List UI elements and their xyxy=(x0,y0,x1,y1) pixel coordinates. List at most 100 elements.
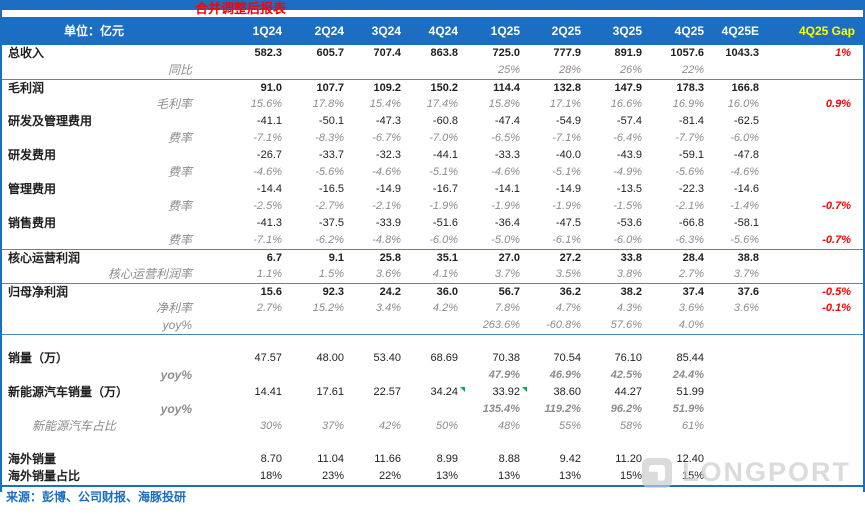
cell: 26% xyxy=(619,64,642,76)
cell xyxy=(290,62,352,79)
longport-logo-icon xyxy=(642,457,672,488)
cell: 135.4% xyxy=(482,403,520,415)
cell: 46.9% xyxy=(549,369,581,381)
cell: -1.4% xyxy=(730,200,759,212)
cell: -33.3 xyxy=(494,149,520,161)
cell: -37.5 xyxy=(318,217,344,229)
cell: 8.99 xyxy=(436,453,458,465)
cell: 35.1 xyxy=(436,252,458,264)
table-row: 毛利润 91.0 107.7 109.2 150.2 114.4 132.8 147.9 178… xyxy=(0,79,865,96)
gap-cell: -0.5% xyxy=(822,286,851,298)
table-row: 海外销量 8.70 11.04 11.66 8.99 8.88 9.42 11.20 12.40 xyxy=(0,451,865,468)
cell: 1.5% xyxy=(318,268,344,280)
row-label: 总收入 xyxy=(8,46,45,60)
cell: -60.8% xyxy=(546,319,581,331)
cell: 70.54 xyxy=(553,352,581,364)
cell: 22% xyxy=(681,64,704,76)
cell: 2.7% xyxy=(678,268,704,280)
cell: 17.8% xyxy=(312,98,344,110)
section-spacer xyxy=(0,334,865,350)
cell: -57.4 xyxy=(616,115,642,127)
cell: 891.9 xyxy=(614,47,642,59)
cell: 4.7% xyxy=(555,302,581,314)
cell: 582.3 xyxy=(254,47,282,59)
cell: -33.7 xyxy=(318,149,344,161)
cell: -6.4% xyxy=(613,132,642,144)
table-border-right xyxy=(863,0,865,492)
cell: 17.4% xyxy=(426,98,458,110)
cell: -5.0% xyxy=(491,234,520,246)
cell: 15.4% xyxy=(369,98,401,110)
row-label: 核心运营利润率 xyxy=(107,267,192,281)
cell: 28.4 xyxy=(682,252,704,264)
cell: -7.0% xyxy=(429,132,458,144)
cell: -4.6% xyxy=(372,166,401,178)
cell: 3.8% xyxy=(616,268,642,280)
cell: 16.6% xyxy=(610,98,642,110)
cell xyxy=(712,62,767,79)
cell: -7.1% xyxy=(253,234,282,246)
cell: -44.1 xyxy=(432,149,458,161)
cell xyxy=(232,367,290,384)
cell: 150.2 xyxy=(430,82,458,94)
cell: 47.9% xyxy=(488,369,520,381)
cell: -6.0% xyxy=(429,234,458,246)
column-header-4q25-gap: 4Q25 Gap xyxy=(798,24,855,38)
cell xyxy=(290,401,352,418)
cell: -62.5 xyxy=(733,115,759,127)
cell: 3.7% xyxy=(733,268,759,280)
column-header-4q25e: 4Q25E xyxy=(721,24,759,38)
cell: 119.2% xyxy=(544,403,582,415)
table-row: 核心运营利润 6.7 9.1 25.8 35.1 27.0 27.2 33.8 28.4 38.8 xyxy=(0,249,865,266)
gap-cell: 1% xyxy=(835,47,851,59)
cell: 56.7 xyxy=(498,286,520,298)
cell: -59.1 xyxy=(678,149,704,161)
cell: 109.2 xyxy=(373,82,401,94)
cell: -13.5 xyxy=(616,183,642,195)
cell: -51.6 xyxy=(432,217,458,229)
row-label: yoy% xyxy=(162,318,192,332)
gap-cell xyxy=(767,401,865,418)
cell: 3.4% xyxy=(375,302,401,314)
cell: -47.8 xyxy=(733,149,759,161)
cell: -14.1 xyxy=(494,183,520,195)
cell xyxy=(409,317,466,334)
cell: 6.7 xyxy=(266,252,282,264)
gap-cell: -0.7% xyxy=(822,200,851,212)
cell xyxy=(712,401,767,418)
cell: 25% xyxy=(497,64,520,76)
cell: 8.88 xyxy=(498,453,520,465)
cell: -47.5 xyxy=(555,217,581,229)
gap-cell xyxy=(767,418,865,435)
cell: 48% xyxy=(497,420,520,432)
table-row: 新能源汽车销量（万） 14.41 17.61 22.57 34.24 33.92 38.60… xyxy=(0,384,865,401)
cell: -41.1 xyxy=(256,115,282,127)
cell: 22.57 xyxy=(373,386,401,398)
cell: 777.9 xyxy=(553,47,581,59)
row-label: yoy% xyxy=(160,368,192,382)
gap-cell xyxy=(767,113,865,130)
cell: -4.6% xyxy=(253,166,282,178)
cell xyxy=(290,367,352,384)
row-label: 毛利润 xyxy=(8,81,45,95)
cell: 3.7% xyxy=(494,268,520,280)
cell xyxy=(232,62,290,79)
cell: 605.7 xyxy=(316,47,344,59)
cell: 166.8 xyxy=(731,82,759,94)
comment-flag-icon xyxy=(522,387,527,392)
page-title: 合并调整后报表 xyxy=(195,1,287,16)
table-header: 单位：亿元 1Q24 2Q24 3Q24 4Q24 1Q25 2Q25 3Q25 4Q25 4Q… xyxy=(0,17,865,45)
cell: 4.3% xyxy=(616,302,642,314)
table-row: 同比 25% 28% 26% 22% xyxy=(0,62,865,79)
table-row: yoy% 263.6% -60.8% 57.6% 4.0% xyxy=(0,317,865,334)
gap-cell xyxy=(767,384,865,401)
column-header-3q24: 3Q24 xyxy=(371,24,401,38)
row-label: 费率 xyxy=(167,199,192,213)
cell xyxy=(712,317,767,334)
cell: -6.1% xyxy=(552,234,581,246)
cell: 27.0 xyxy=(498,252,520,264)
row-label: 销售费用 xyxy=(8,216,57,230)
watermark: LONGPORT xyxy=(642,457,851,488)
cell: 3.5% xyxy=(555,268,581,280)
